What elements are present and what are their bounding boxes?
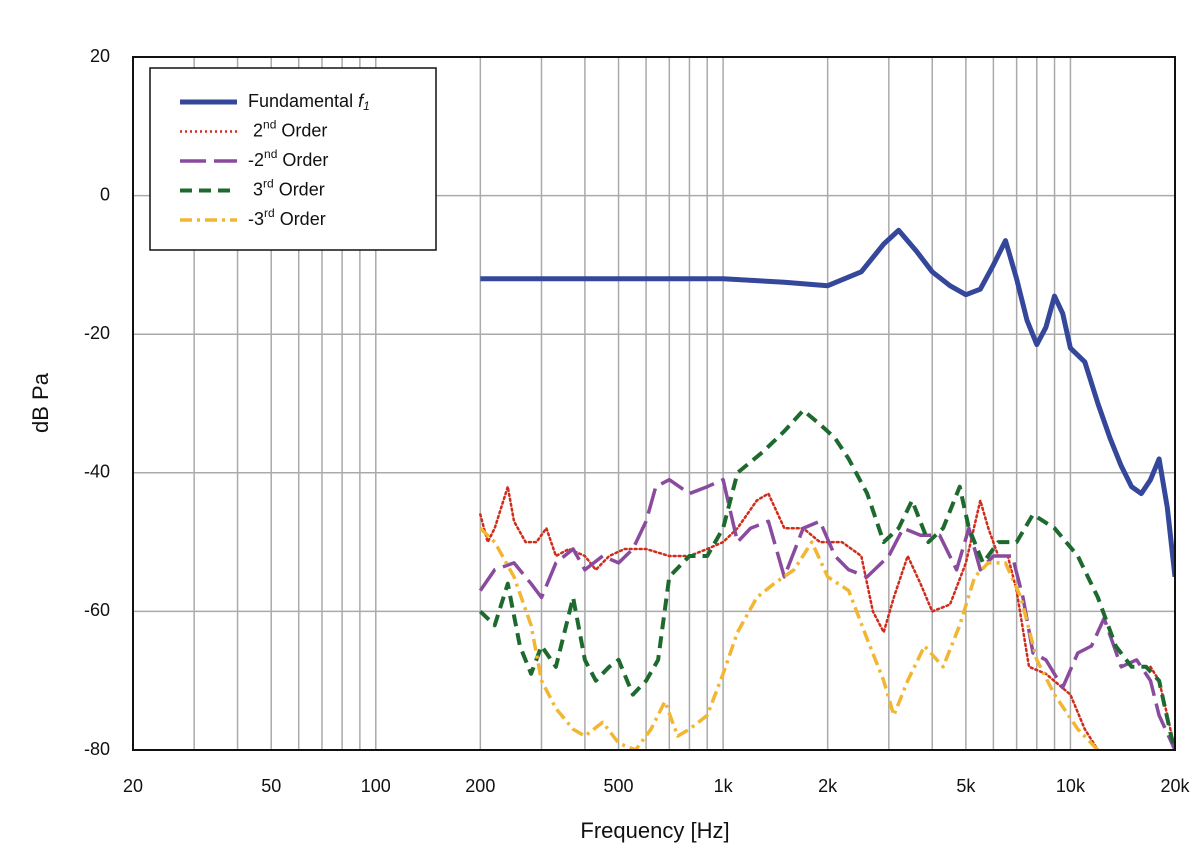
x-tick-label: 20k — [1160, 776, 1190, 796]
y-tick-label: -60 — [84, 600, 110, 620]
legend: Fundamental f1 2nd Order -2nd Order 3rd Ord… — [149, 67, 437, 251]
x-tick-label: 1k — [714, 776, 734, 796]
plot-lines — [478, 227, 1175, 750]
series-line — [478, 408, 1175, 750]
legend-label: Fundamental f1 — [248, 91, 370, 113]
series-line — [478, 477, 1175, 750]
x-tick-label: 200 — [465, 776, 495, 796]
legend-label: -3rd Order — [248, 206, 326, 229]
x-tick-label: 5k — [956, 776, 976, 796]
y-tick-label: 0 — [100, 184, 110, 204]
series-line — [479, 526, 1100, 750]
x-tick-label: 100 — [361, 776, 391, 796]
y-tick-label: -40 — [84, 462, 110, 482]
x-tick-label: 500 — [604, 776, 634, 796]
x-tick-label: 10k — [1056, 776, 1086, 796]
x-axis-label: Frequency [Hz] — [580, 818, 729, 843]
legend-label: 2nd Order — [253, 118, 327, 141]
y-tick-label: 20 — [90, 46, 110, 66]
y-tick-label: -20 — [84, 323, 110, 343]
x-tick-label: 2k — [818, 776, 838, 796]
series-line — [480, 227, 1175, 578]
x-tick-label: 20 — [123, 776, 143, 796]
y-tick-label: -80 — [84, 739, 110, 759]
legend-label: 3rd Order — [253, 177, 325, 200]
legend-label: -2nd Order — [248, 147, 328, 170]
x-tick-label: 50 — [261, 776, 281, 796]
plot-frame — [132, 56, 1176, 751]
y-axis-label: dB Pa — [28, 372, 53, 433]
